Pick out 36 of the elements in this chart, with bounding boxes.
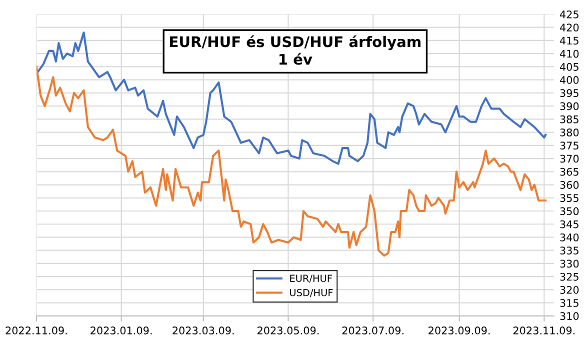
y-tick-label: 385 [560,115,578,124]
legend-label: USD/HUF [290,288,333,298]
y-tick-label: 395 [560,89,578,98]
text: EUR/HUF és USD/HUF árfolyam 1 év [170,35,420,65]
x-tick-label: 2023.07.09. [342,326,404,334]
y-tick-label: 330 [560,260,579,268]
y-tick-label: 315 [560,299,578,307]
x-tick-label: 2023.03.09. [172,326,234,334]
y-tick-label: 425 [560,10,578,18]
x-tick-label: 2022.11.09. [6,326,67,334]
y-tick-label: 410 [560,50,579,58]
line-series [36,66,547,257]
y-tick-label: 360 [560,180,579,189]
y-tick-label: 335 [560,246,578,254]
y-tick-label: 320 [560,286,579,294]
y-tick-label: 325 [560,272,578,281]
x-tick-label: 2023.01.09. [90,326,152,334]
x-tick-label: 2023.05.09. [258,326,319,334]
y-tick-label: 355 [560,194,578,202]
y-tick-label: 350 [560,207,579,216]
y-tick-label: 310 [560,312,579,320]
x-tick-label: 2023.11.09. [513,326,575,334]
y-tick-label: 370 [560,154,579,163]
y-tick-label: 405 [560,62,578,71]
y-tick-label: 375 [560,142,578,150]
y-tick-label: 420 [560,24,579,32]
legend-label: EUR/HUF [290,274,332,283]
y-tick-label: 415 [560,36,578,45]
x-tick-label: 2023.09.09. [428,326,490,334]
y-tick-label: 390 [560,102,579,110]
line-series [36,32,547,165]
y-tick-label: 365 [560,168,578,176]
y-tick-label: 345 [560,220,578,228]
y-tick-label: 380 [560,128,579,136]
y-tick-label: 340 [560,233,579,242]
y-tick-label: 400 [560,76,579,84]
